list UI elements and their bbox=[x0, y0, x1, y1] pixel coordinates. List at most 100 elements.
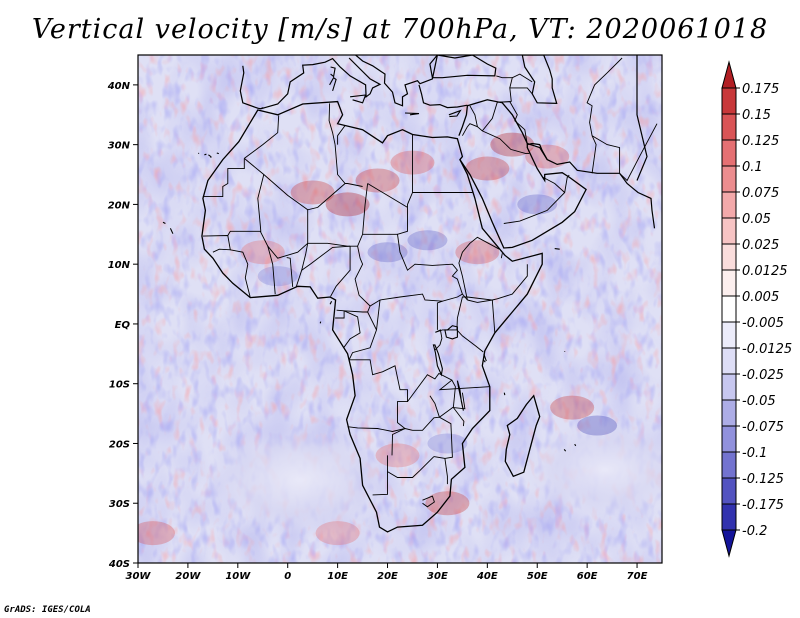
island-outline bbox=[169, 228, 174, 234]
colorbar-label: -0.0125 bbox=[742, 342, 792, 357]
india-coastline bbox=[636, 55, 648, 181]
lat-tick-label: 30S bbox=[109, 499, 130, 510]
field-hotspot bbox=[455, 240, 500, 265]
lon-tick-label: 30E bbox=[427, 571, 448, 582]
africa-coastline bbox=[201, 100, 543, 533]
country-border bbox=[348, 311, 377, 360]
colorbar-swatch bbox=[721, 295, 737, 323]
country-border bbox=[500, 253, 503, 259]
colorbar-swatch bbox=[721, 347, 737, 375]
country-border bbox=[438, 379, 490, 391]
lat-tick-label: 40S bbox=[108, 559, 130, 570]
colorbar-swatch bbox=[721, 477, 737, 505]
field-hotspot bbox=[525, 144, 570, 169]
caspian-coastline bbox=[521, 55, 558, 105]
island-outline bbox=[503, 392, 506, 396]
country-border bbox=[354, 246, 468, 307]
data-field-layer bbox=[138, 55, 662, 563]
country-border bbox=[230, 249, 251, 298]
field-hotspot bbox=[465, 156, 510, 181]
country-border bbox=[436, 300, 443, 330]
field-hotspot bbox=[490, 132, 535, 157]
island-outline bbox=[208, 154, 212, 158]
country-border bbox=[469, 105, 478, 127]
colorbar-label: 0.125 bbox=[742, 134, 779, 149]
island-outline bbox=[448, 109, 462, 118]
field-hotspot bbox=[290, 180, 335, 205]
colorbar-max-triangle bbox=[721, 60, 737, 89]
colorbar-swatch bbox=[721, 373, 737, 401]
colorbar-swatch bbox=[721, 217, 737, 245]
map-title: Vertical velocity [m/s] at 700hPa, VT: 2… bbox=[31, 14, 769, 45]
persian-gulf-coastline bbox=[527, 142, 548, 160]
colorbar-label: -0.075 bbox=[742, 420, 784, 435]
island-outline bbox=[330, 66, 336, 78]
country-border bbox=[433, 456, 448, 485]
colorbar-label: 0.025 bbox=[742, 238, 779, 253]
field-hotspot bbox=[315, 521, 360, 546]
country-border bbox=[372, 455, 388, 496]
country-border bbox=[244, 115, 280, 159]
field-hotspot bbox=[517, 194, 558, 215]
colorbar-swatch bbox=[721, 243, 737, 271]
island-outline bbox=[216, 152, 219, 155]
island-outline bbox=[329, 76, 337, 92]
island-outline bbox=[554, 248, 560, 250]
country-border bbox=[497, 101, 528, 145]
lat-tick-label: 20S bbox=[109, 439, 130, 450]
country-border bbox=[456, 296, 496, 333]
country-border bbox=[509, 87, 533, 102]
turkey-coastline bbox=[418, 84, 468, 109]
colorbar-label: -0.125 bbox=[742, 472, 784, 487]
country-border bbox=[330, 246, 351, 297]
colorbar-label: -0.2 bbox=[742, 524, 767, 539]
field-hotspot bbox=[325, 192, 370, 217]
colorbar-label: 0.175 bbox=[742, 82, 779, 97]
colorbar-swatch bbox=[721, 321, 737, 349]
country-border bbox=[422, 495, 435, 508]
island-outline bbox=[162, 221, 166, 224]
island-outline bbox=[563, 449, 567, 452]
balkan-coastline bbox=[355, 55, 438, 107]
country-border bbox=[458, 236, 500, 301]
lat-tick-label: 40N bbox=[107, 81, 131, 92]
country-border bbox=[336, 305, 371, 313]
madagascar-coastline bbox=[504, 394, 541, 478]
lon-tick-label: 70E bbox=[627, 571, 648, 582]
colorbar-swatch bbox=[721, 87, 737, 115]
grads-credit: GrADS: IGES/COLA bbox=[4, 605, 91, 615]
colorbar-label: -0.005 bbox=[742, 316, 784, 331]
field-hotspot bbox=[355, 168, 400, 193]
lat-tick-label: 10S bbox=[109, 380, 130, 391]
country-border bbox=[334, 144, 346, 184]
lake-tanganyika bbox=[432, 344, 443, 377]
country-border bbox=[407, 372, 456, 418]
colorbar-label: -0.175 bbox=[742, 498, 784, 513]
island-outline bbox=[574, 443, 577, 447]
island-outline bbox=[260, 107, 264, 110]
island-outline bbox=[350, 94, 367, 104]
colorbar-label: -0.05 bbox=[742, 394, 776, 409]
field-hotspot bbox=[550, 395, 595, 420]
country-border bbox=[509, 73, 533, 89]
colorbar: 0.175 0.15 0.125 0.1 0.075 0.05 0.025 0.0125 0.0… bbox=[721, 60, 792, 558]
country-border bbox=[435, 329, 484, 353]
island-outline bbox=[404, 112, 420, 116]
island-outline bbox=[482, 359, 486, 363]
map-outlines bbox=[162, 55, 658, 533]
colorbar-swatch bbox=[721, 451, 737, 479]
country-border bbox=[376, 299, 381, 330]
field-hotspot bbox=[257, 266, 298, 287]
country-border bbox=[586, 57, 623, 174]
lat-tick-label: 30N bbox=[108, 141, 131, 152]
country-border bbox=[267, 246, 276, 295]
island-outline bbox=[319, 321, 322, 324]
colorbar-swatch bbox=[721, 503, 737, 531]
lon-tick-label: 50E bbox=[527, 571, 548, 582]
country-border bbox=[295, 243, 309, 288]
country-border bbox=[286, 257, 294, 287]
country-border bbox=[202, 158, 245, 198]
lon-tick-label: 0 bbox=[284, 571, 291, 582]
colorbar-label: -0.1 bbox=[742, 446, 767, 461]
